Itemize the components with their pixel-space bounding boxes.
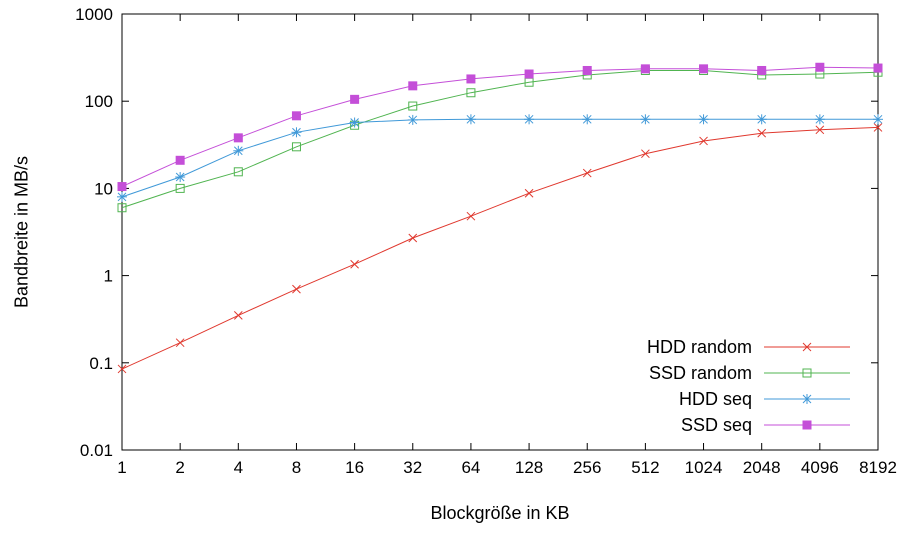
- x-tick-label: 128: [515, 458, 543, 477]
- legend-label: SSD random: [649, 363, 752, 383]
- y-tick-label: 0.1: [89, 354, 113, 373]
- x-tick-label: 4: [234, 458, 243, 477]
- y-axis-title: Bandbreite in MB/s: [11, 155, 32, 309]
- x-tick-label: 8192: [859, 458, 897, 477]
- plot-border: [121, 13, 879, 451]
- x-tick-label: 4096: [801, 458, 839, 477]
- y-tick-label: 10: [94, 179, 113, 198]
- series-hdd-seq: [117, 114, 883, 202]
- x-tick-label: 1024: [685, 458, 723, 477]
- y-tick-label: 0.01: [80, 441, 113, 460]
- x-tick-label: 8: [292, 458, 301, 477]
- y-tick-label: 1000: [75, 5, 113, 24]
- x-axis: 1 2 4 8 16 32 64 128 256 512 1024 2048 4096 8192: [117, 14, 897, 477]
- y-tick-label: 1: [104, 267, 113, 286]
- legend-label: HDD random: [647, 337, 752, 357]
- x-tick-label: 256: [573, 458, 601, 477]
- x-tick-label: 2: [175, 458, 184, 477]
- x-tick-label: 2048: [743, 458, 781, 477]
- legend-label: HDD seq: [679, 389, 752, 409]
- x-tick-label: 64: [461, 458, 480, 477]
- series-hdd-random: [117, 123, 883, 374]
- y-axis: 0.01 0.1 1 10 100 1000: [75, 5, 878, 460]
- x-tick-label: 1: [117, 458, 126, 477]
- legend-label: SSD seq: [681, 415, 752, 435]
- x-tick-label: 16: [345, 458, 364, 477]
- x-tick-label: 512: [631, 458, 659, 477]
- x-tick-label: 32: [403, 458, 422, 477]
- x-axis-title: Blockgröße in KB: [430, 503, 570, 523]
- y-tick-label: 100: [85, 92, 113, 111]
- series-ssd-seq: [117, 62, 883, 192]
- legend: HDD random SSD random HDD seq SSD seq: [647, 337, 850, 435]
